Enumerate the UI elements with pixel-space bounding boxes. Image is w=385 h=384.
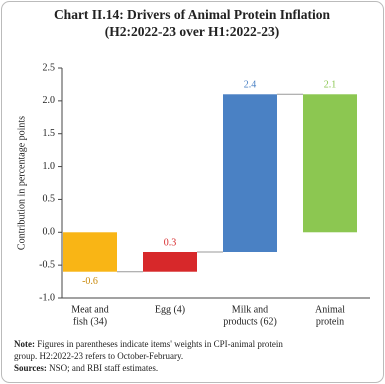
x-tick-label: Meat and bbox=[71, 304, 109, 315]
sources-text: NSO; and RBI staff estimates. bbox=[49, 363, 158, 373]
data-label: 0.3 bbox=[164, 237, 177, 248]
y-tick-label: 2.5 bbox=[43, 62, 56, 73]
bar bbox=[63, 232, 117, 272]
data-label: 2.4 bbox=[244, 80, 257, 91]
chart-title: Chart II.14: Drivers of Animal Protein I… bbox=[54, 7, 331, 22]
note-label: Note: bbox=[14, 339, 35, 349]
sources-label: Sources: bbox=[14, 363, 47, 373]
x-tick-label: products (62) bbox=[223, 316, 277, 327]
bar bbox=[303, 94, 357, 233]
y-tick-label: 1.0 bbox=[43, 161, 56, 172]
bar bbox=[223, 94, 277, 253]
x-tick-label: Animal bbox=[315, 304, 345, 315]
note-line: group. H2:2022-23 refers to October-Febr… bbox=[14, 351, 183, 361]
y-axis-label: Contribution in percentage points bbox=[16, 116, 27, 250]
x-tick-label: protein bbox=[316, 316, 344, 327]
chart-subtitle: (H2:2022-23 over H1:2022-23) bbox=[105, 24, 279, 39]
bar bbox=[143, 252, 197, 272]
data-label: 2.1 bbox=[324, 80, 337, 91]
y-tick-label: 1.5 bbox=[43, 128, 56, 139]
x-tick-label: Milk and bbox=[232, 304, 268, 315]
y-tick-label: -0.5 bbox=[39, 259, 55, 270]
data-label: -0.6 bbox=[82, 276, 98, 287]
sources: Sources: NSO; and RBI staff estimates. bbox=[14, 363, 158, 373]
y-tick-label: -1.0 bbox=[39, 292, 55, 303]
y-tick-label: 0.0 bbox=[43, 227, 56, 238]
note-line: Figures in parentheses indicate items' w… bbox=[37, 339, 283, 349]
y-tick-label: 2.0 bbox=[43, 95, 56, 106]
note: Note: Figures in parentheses indicate it… bbox=[14, 339, 283, 349]
x-tick-label: fish (34) bbox=[73, 316, 107, 327]
y-tick-label: 0.5 bbox=[43, 194, 56, 205]
x-tick-label: Egg (4) bbox=[155, 304, 185, 315]
